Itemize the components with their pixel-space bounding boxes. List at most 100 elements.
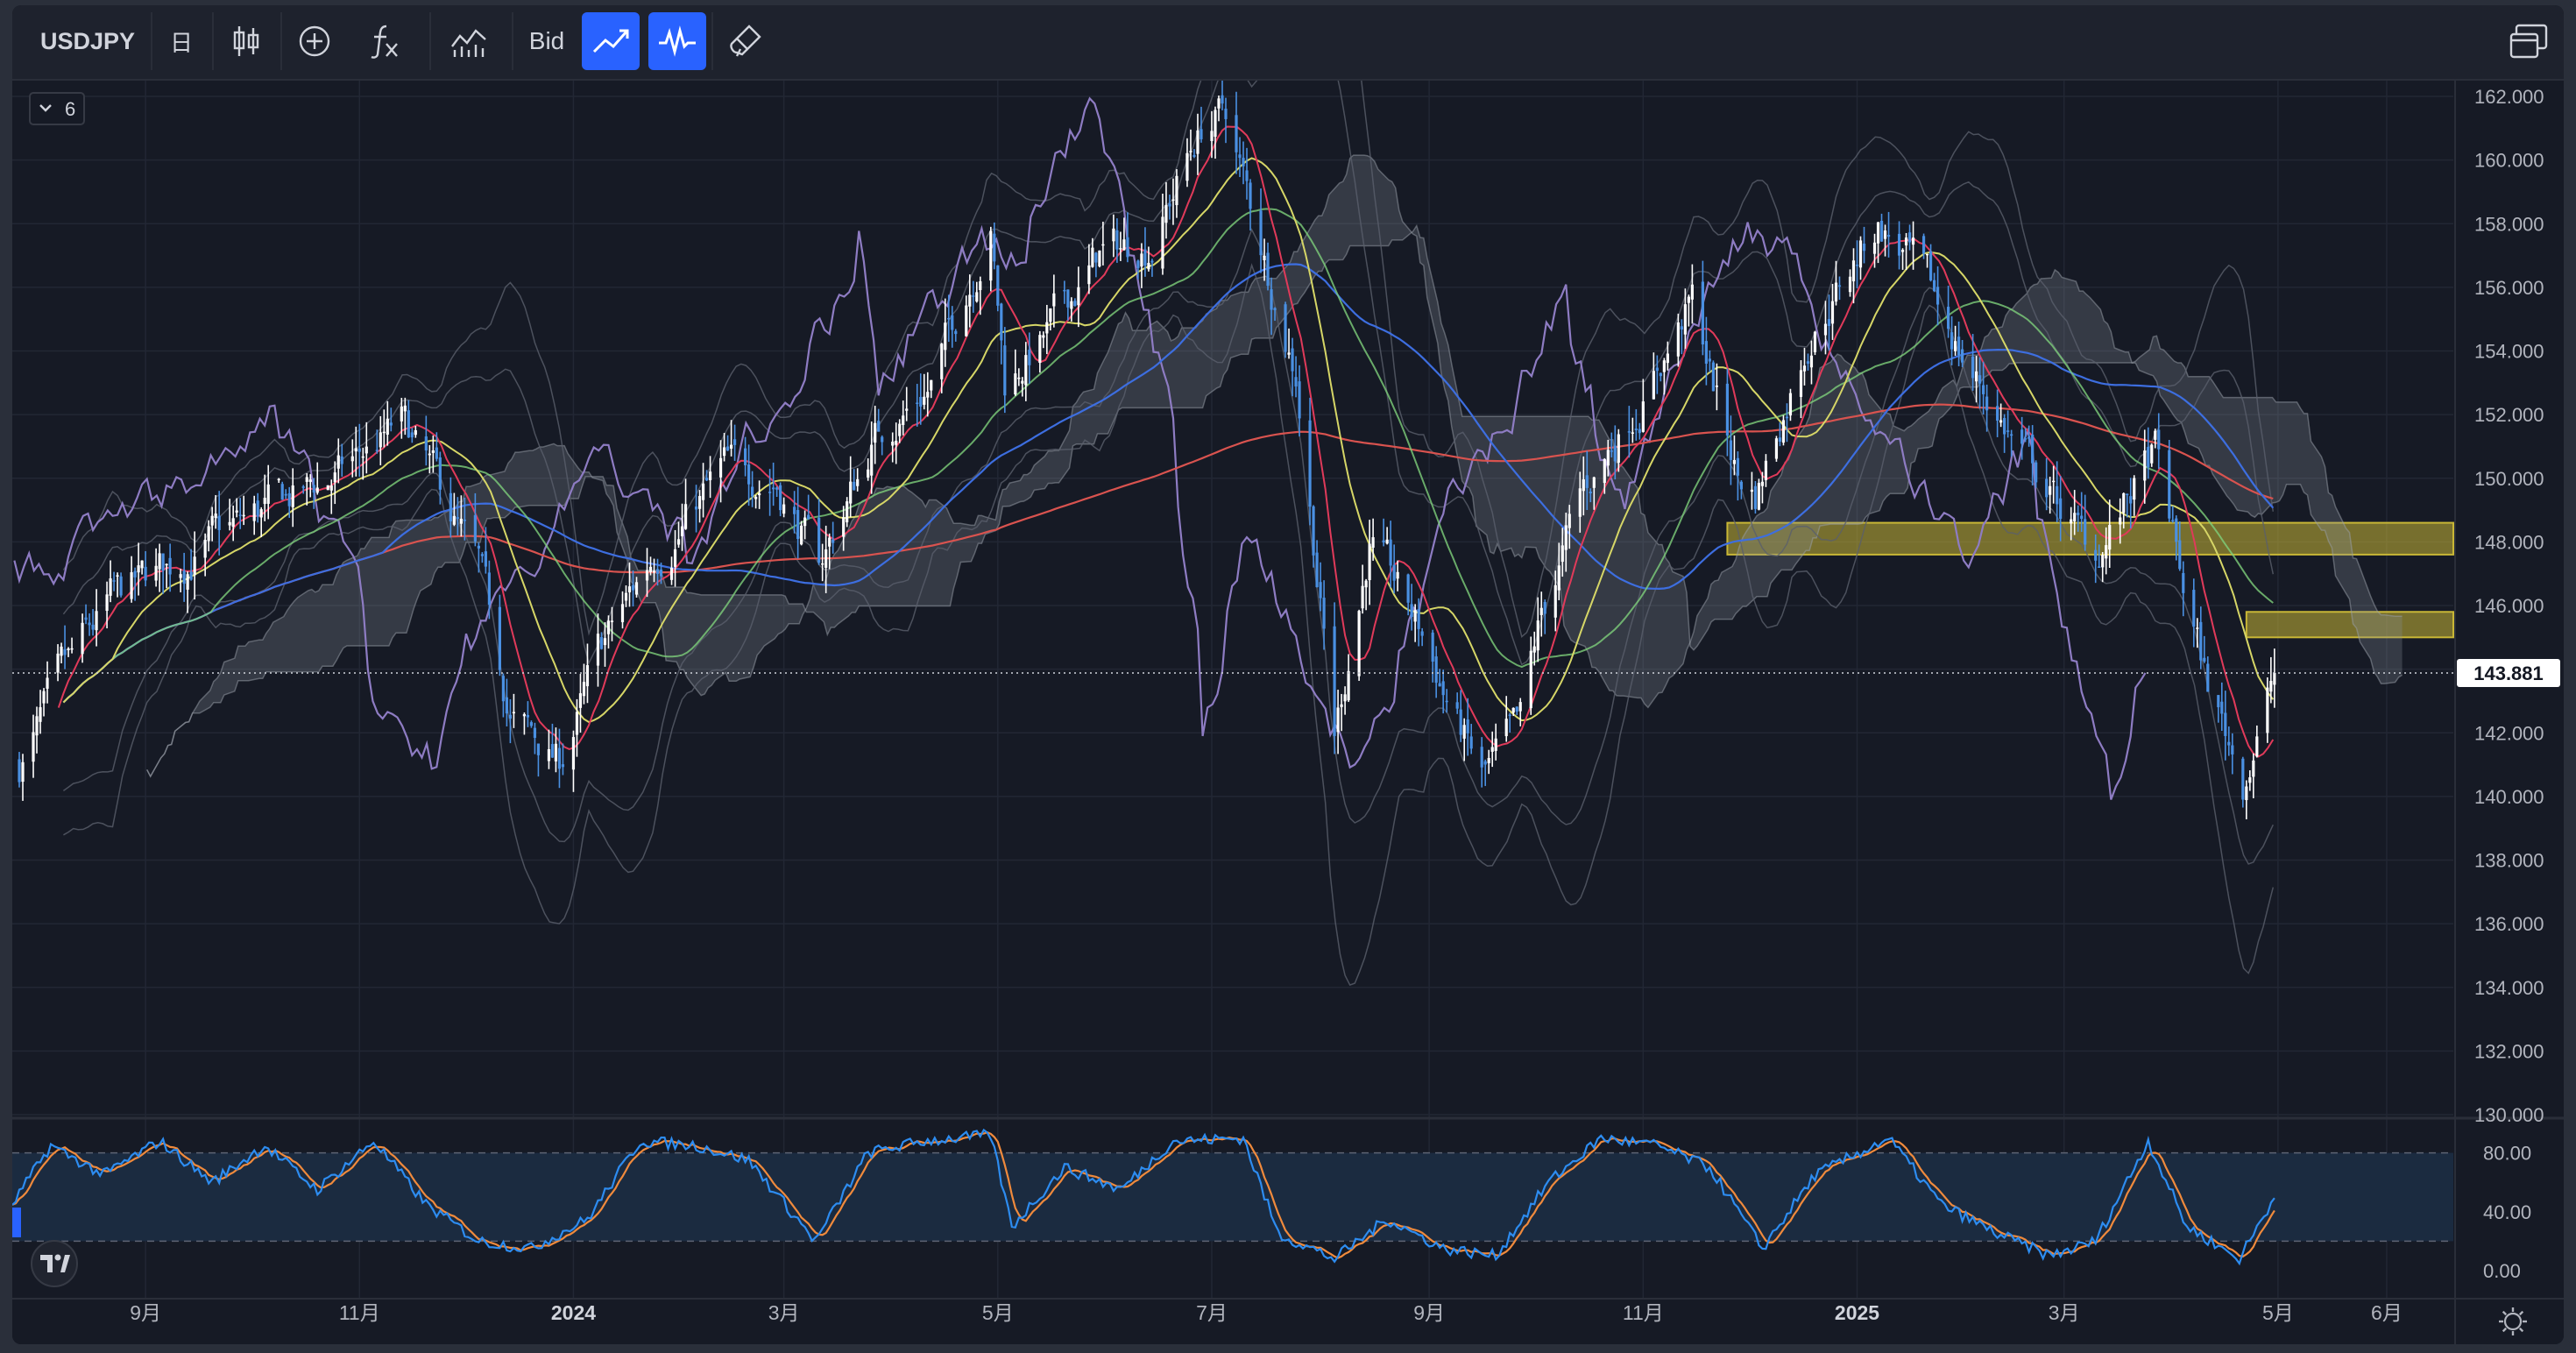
candle-body bbox=[165, 563, 168, 566]
candle-body bbox=[463, 520, 466, 521]
cloud-fill bbox=[146, 155, 2403, 777]
candle-body bbox=[2255, 736, 2259, 757]
indicators-button[interactable] bbox=[357, 12, 412, 70]
chart-area[interactable]: 162.000 160.000 158.000 156.000 154.000 152.0… bbox=[12, 81, 2564, 1344]
candle-body bbox=[2052, 480, 2056, 483]
time-tick-label: 9月 bbox=[130, 1301, 161, 1324]
candle-body bbox=[2105, 545, 2108, 559]
symbol-search-button[interactable]: USDJPY bbox=[39, 27, 136, 54]
candle-body bbox=[578, 693, 583, 708]
candle-body bbox=[291, 485, 294, 507]
candle-body bbox=[1466, 719, 1469, 733]
candle-body bbox=[972, 295, 975, 297]
candle-body bbox=[1150, 260, 1154, 263]
candle-body bbox=[456, 517, 459, 519]
candle-body bbox=[954, 330, 958, 335]
brush-button[interactable] bbox=[718, 12, 773, 70]
candle-body bbox=[902, 415, 905, 425]
candle-body bbox=[70, 648, 74, 650]
candle-body bbox=[1655, 367, 1659, 372]
candle-body bbox=[1066, 289, 1070, 308]
candle-body bbox=[2150, 444, 2154, 464]
candle-body bbox=[407, 410, 410, 438]
candle-body bbox=[161, 553, 165, 571]
candle-body bbox=[1879, 220, 1884, 242]
price-tick-label: 148.000 bbox=[2474, 531, 2544, 553]
candle-body bbox=[645, 570, 649, 581]
line-tool-button[interactable] bbox=[582, 12, 640, 70]
candle-body bbox=[1536, 620, 1539, 651]
candle-body bbox=[1364, 580, 1368, 588]
legend-toggle-button[interactable]: 6 bbox=[29, 92, 85, 125]
layout-button[interactable] bbox=[2502, 12, 2555, 70]
candle-body bbox=[1459, 709, 1462, 735]
candle-body bbox=[2080, 515, 2084, 520]
candle-body bbox=[1732, 459, 1737, 464]
candle-body bbox=[2224, 712, 2227, 736]
candle-body bbox=[140, 560, 144, 569]
stochastic-lines bbox=[12, 1128, 2275, 1266]
chart-type-button[interactable] bbox=[219, 12, 273, 70]
toolbar-divider bbox=[429, 12, 431, 70]
candle-body bbox=[1932, 280, 1936, 292]
candle-body bbox=[655, 569, 660, 574]
candle-body bbox=[1834, 282, 1838, 302]
interval-button[interactable]: 日 bbox=[169, 29, 193, 56]
candle-body bbox=[1858, 240, 1863, 268]
candle-body bbox=[1336, 707, 1340, 733]
moving-averages bbox=[13, 96, 2275, 800]
toolbar-divider bbox=[151, 12, 152, 70]
candle-body bbox=[1827, 319, 1831, 327]
candle-body bbox=[1781, 420, 1786, 443]
candle-body bbox=[277, 478, 280, 481]
candle-body bbox=[2006, 430, 2010, 432]
candle-body bbox=[1347, 670, 1350, 701]
candle-body bbox=[280, 484, 284, 500]
candle-body bbox=[484, 551, 487, 567]
candle-body bbox=[2157, 429, 2161, 450]
candle-body bbox=[968, 294, 972, 307]
candle-body bbox=[1851, 260, 1856, 282]
candle-body bbox=[1950, 332, 1954, 350]
candle-body bbox=[533, 727, 537, 739]
candle-body bbox=[1753, 485, 1758, 509]
candle-body bbox=[1242, 158, 1245, 166]
candle-body bbox=[1014, 373, 1017, 395]
candle-body bbox=[895, 440, 898, 445]
oscillator-tick-label: 40.00 bbox=[2483, 1201, 2531, 1223]
candle-body bbox=[2010, 434, 2013, 436]
candle-body bbox=[1975, 371, 1978, 382]
candle-body bbox=[109, 578, 112, 596]
templates-button[interactable] bbox=[438, 12, 499, 70]
gear-icon[interactable] bbox=[2499, 1307, 2527, 1335]
candle-body bbox=[1886, 235, 1891, 237]
candle-body bbox=[1431, 632, 1434, 662]
candle-body bbox=[1617, 434, 1620, 464]
candle-body bbox=[676, 539, 681, 545]
candle-body bbox=[2196, 627, 2199, 629]
candle-body bbox=[2206, 663, 2210, 692]
time-tick-label: 5月 bbox=[982, 1301, 1014, 1324]
logo-mark-v bbox=[60, 1255, 70, 1272]
candle-body bbox=[1052, 293, 1056, 307]
candle-body bbox=[2070, 519, 2073, 524]
candle-body bbox=[428, 453, 431, 456]
candle-body bbox=[522, 713, 527, 717]
layout-icon bbox=[2509, 24, 2548, 59]
candle-body bbox=[1273, 308, 1277, 310]
chevron-down-icon bbox=[39, 104, 52, 112]
current-price-badge bbox=[2457, 658, 2560, 687]
candle-body bbox=[2171, 520, 2175, 521]
candle-body bbox=[1028, 350, 1031, 365]
candle-body bbox=[1627, 431, 1631, 433]
candle-body bbox=[2231, 745, 2234, 754]
candle-body bbox=[2175, 518, 2178, 542]
price-type-button[interactable]: Bid bbox=[528, 27, 565, 54]
candle-body bbox=[35, 716, 39, 736]
candle-body bbox=[2003, 418, 2006, 435]
oscillator-tool-button[interactable] bbox=[648, 12, 706, 70]
candle-body bbox=[800, 525, 803, 545]
candle-body bbox=[1508, 714, 1511, 717]
candle-body bbox=[965, 305, 968, 336]
compare-button[interactable] bbox=[287, 12, 342, 70]
